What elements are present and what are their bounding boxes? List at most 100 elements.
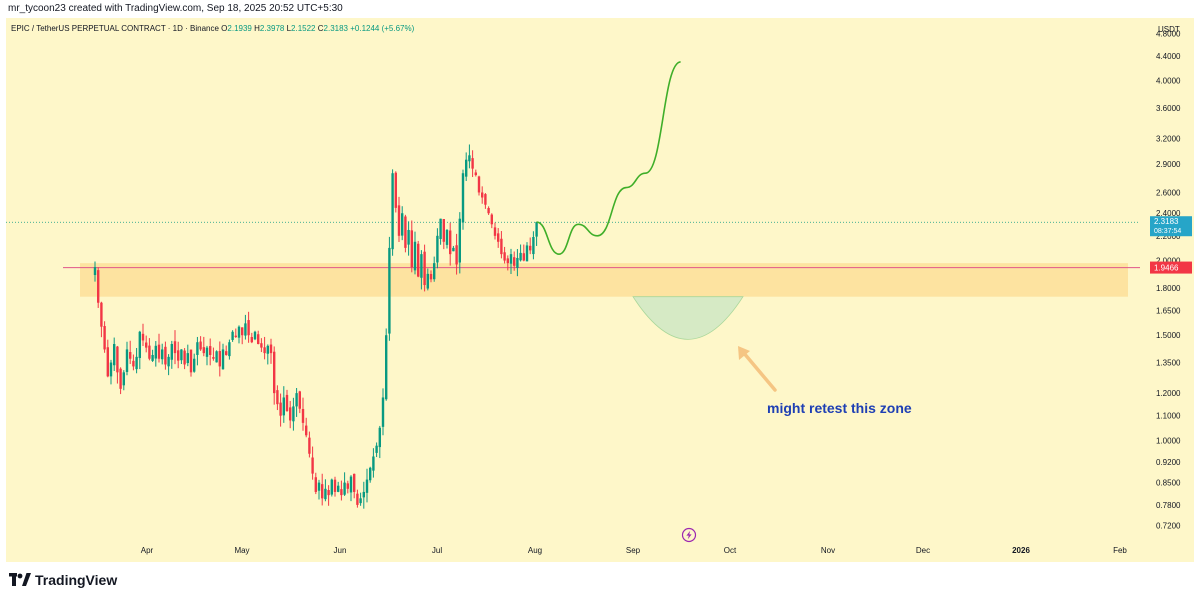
candle-body (404, 216, 407, 248)
candle-body (135, 356, 138, 370)
candle-body (129, 352, 132, 359)
annotation-arrow-head (738, 346, 750, 360)
candle-body (221, 349, 225, 370)
x-tick-label: 2026 (1012, 546, 1030, 555)
candle-body (266, 345, 269, 354)
candle-body (212, 357, 215, 359)
candle-body (429, 273, 433, 280)
candle-body (346, 483, 349, 489)
candle-body (244, 323, 247, 336)
candle-body (164, 346, 167, 365)
candle-body (154, 345, 157, 359)
projection-layer (536, 61, 681, 255)
candle-body (506, 258, 509, 264)
candle-body (532, 236, 535, 255)
candle-body (423, 251, 426, 286)
candle-body (317, 482, 321, 491)
candle-body (305, 425, 308, 436)
candle-body (397, 205, 401, 236)
candle-body (141, 333, 145, 341)
candle-body (513, 257, 516, 266)
candle-body (535, 222, 538, 237)
candle-body (343, 482, 346, 495)
close-label: C (317, 24, 324, 33)
candle-body (167, 356, 170, 367)
x-tick-label: Nov (821, 546, 835, 555)
candle-body (391, 173, 394, 250)
candle-body (276, 390, 279, 405)
open-value: 2.1939 (227, 24, 252, 33)
candle-body (493, 227, 497, 236)
candle-body (138, 331, 141, 359)
candle-body (289, 407, 292, 421)
candle-body (170, 344, 173, 360)
candle-body (385, 335, 388, 400)
y-tick-label: 4.0000 (1156, 77, 1181, 86)
candle-body (433, 263, 436, 280)
candle-body (324, 488, 327, 500)
annotation-arrow-shaft (741, 350, 777, 392)
y-tick-label: 1.0000 (1156, 436, 1181, 445)
candle-body (410, 230, 413, 268)
candle-body (285, 394, 289, 412)
candle-body (247, 320, 250, 336)
y-tick-label: 3.6000 (1156, 104, 1181, 113)
last-price-badge[interactable] (1150, 216, 1192, 237)
candle-body (465, 159, 468, 177)
candle-body (458, 218, 461, 263)
candle-body (209, 346, 212, 355)
candle-body (234, 335, 237, 337)
tradingview-logo[interactable]: TradingView (9, 572, 117, 588)
open-label: O (221, 24, 228, 33)
y-tick-label: 1.1000 (1156, 412, 1181, 421)
candle-body (516, 257, 519, 268)
candle-body (186, 353, 189, 364)
price-labels: 2.3183 08:37:54 1.9466 (1150, 216, 1192, 274)
y-tick-label: 1.5000 (1156, 331, 1181, 340)
candle-body (333, 479, 337, 492)
y-tick-label: 1.6500 (1156, 306, 1181, 315)
level-price-badge[interactable] (1150, 261, 1192, 274)
x-tick-label: Jun (334, 546, 347, 555)
candle-body (490, 214, 493, 225)
candle-body (260, 343, 263, 348)
change-value: +0.1244 (+5.67%) (350, 24, 415, 33)
candle-body (519, 252, 522, 261)
candle-body (436, 235, 439, 263)
symbol-legend[interactable]: EPIC / TetherUS PERPETUAL CONTRACT · 1D … (11, 24, 414, 33)
candle-body (151, 354, 154, 361)
candle-body (522, 253, 525, 261)
candle-body (161, 349, 164, 360)
support-zone (63, 263, 1140, 297)
candle-body (481, 192, 484, 198)
candle-body (525, 245, 529, 262)
high-label: H (254, 24, 260, 33)
candle-body (442, 219, 445, 242)
support-zone-rect (80, 263, 1128, 297)
candle-body (407, 229, 410, 245)
y-tick-label: 2.9000 (1156, 160, 1181, 169)
candle-body (471, 158, 474, 169)
x-tick-label: Aug (528, 546, 542, 555)
candle-body (189, 349, 193, 373)
candle-body (455, 245, 458, 265)
x-tick-label: Oct (724, 546, 737, 555)
candle-body (365, 479, 369, 493)
brand-name: TradingView (35, 572, 118, 588)
lightning-icon[interactable] (681, 527, 697, 543)
candle-body (529, 245, 532, 251)
candle-body (119, 368, 122, 389)
candle-body (292, 406, 295, 422)
y-tick-label: 0.8500 (1156, 479, 1181, 488)
candle-body (321, 484, 324, 499)
candle-body (420, 254, 423, 278)
x-tick-label: Feb (1113, 546, 1127, 555)
candle-body (337, 485, 340, 492)
candle-body (375, 445, 378, 453)
candle-body (417, 243, 420, 277)
currency-label[interactable]: USDT (1158, 25, 1180, 34)
candle-body (145, 342, 148, 348)
candle-body (103, 326, 106, 350)
candle-body (372, 456, 375, 471)
